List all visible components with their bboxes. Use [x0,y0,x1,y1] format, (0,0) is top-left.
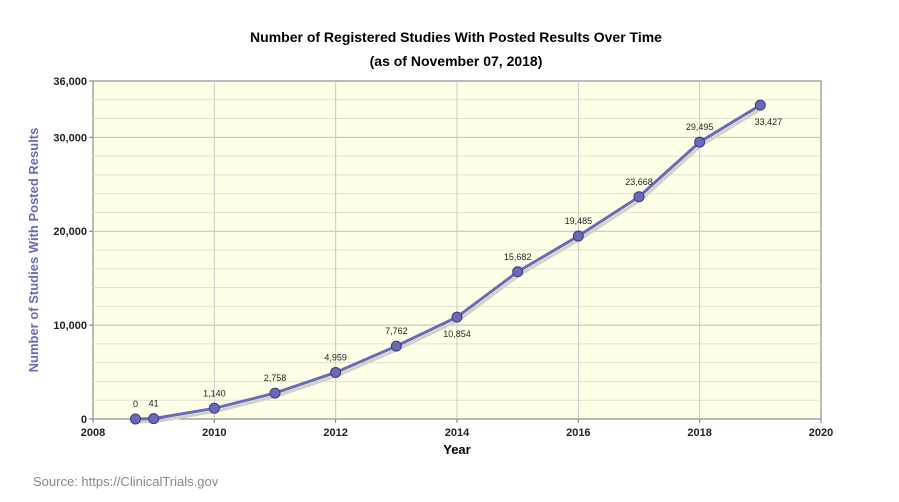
data-point [330,366,342,378]
grid-lines [93,81,821,419]
chart-subtitle: (as of November 07, 2018) [370,53,543,69]
data-label: 7,762 [385,326,408,336]
axis-ticks: 0 10,000 20,000 30,000 36,000 2008 2010 2012 201… [53,76,833,439]
x-tick-label: 2012 [323,427,347,439]
data-point [572,230,584,242]
x-tick-label: 2018 [687,427,711,439]
data-label: 33,427 [755,117,783,127]
data-point [390,340,402,352]
data-point [208,402,220,414]
x-tick-label: 2008 [81,427,105,439]
data-point [694,136,706,148]
data-point [754,99,766,111]
chart-title: Number of Registered Studies With Posted… [250,29,662,45]
line-chart: Number of Registered Studies With Posted… [26,29,833,457]
y-tick-label: 0 [81,414,87,426]
data-point [129,413,141,425]
data-label: 15,682 [504,252,532,262]
x-tick-label: 2020 [809,427,833,439]
series-shadow [137,106,764,424]
y-tick-label: 36,000 [53,76,87,88]
data-label: 1,140 [203,388,226,398]
data-label: 10,854 [443,329,471,339]
data-label: 29,495 [686,122,714,132]
y-axis-title: Number of Studies With Posted Results [26,128,41,373]
series-line [135,103,762,421]
data-point [451,311,463,323]
data-point [633,191,645,203]
data-point [512,266,524,278]
data-point [269,387,281,399]
x-tick-label: 2010 [202,427,226,439]
x-axis-title: Year [443,442,470,457]
y-tick-label: 10,000 [53,320,87,332]
data-label: 23,668 [625,177,653,187]
series-layer: 0 41 1,140 2,758 4,959 7,762 10,854 15,682 19,48… [129,99,783,425]
data-label: 41 [149,399,159,409]
y-tick-label: 30,000 [53,132,87,144]
data-label: 0 [133,399,138,409]
y-tick-label: 20,000 [53,226,87,238]
data-label: 19,485 [565,216,593,226]
data-point [148,413,160,425]
x-tick-label: 2016 [566,427,590,439]
source-note: Source: https://ClinicalTrials.gov [33,474,219,489]
x-tick-label: 2014 [445,427,470,439]
data-label: 4,959 [324,352,347,362]
data-label: 2,758 [264,373,287,383]
